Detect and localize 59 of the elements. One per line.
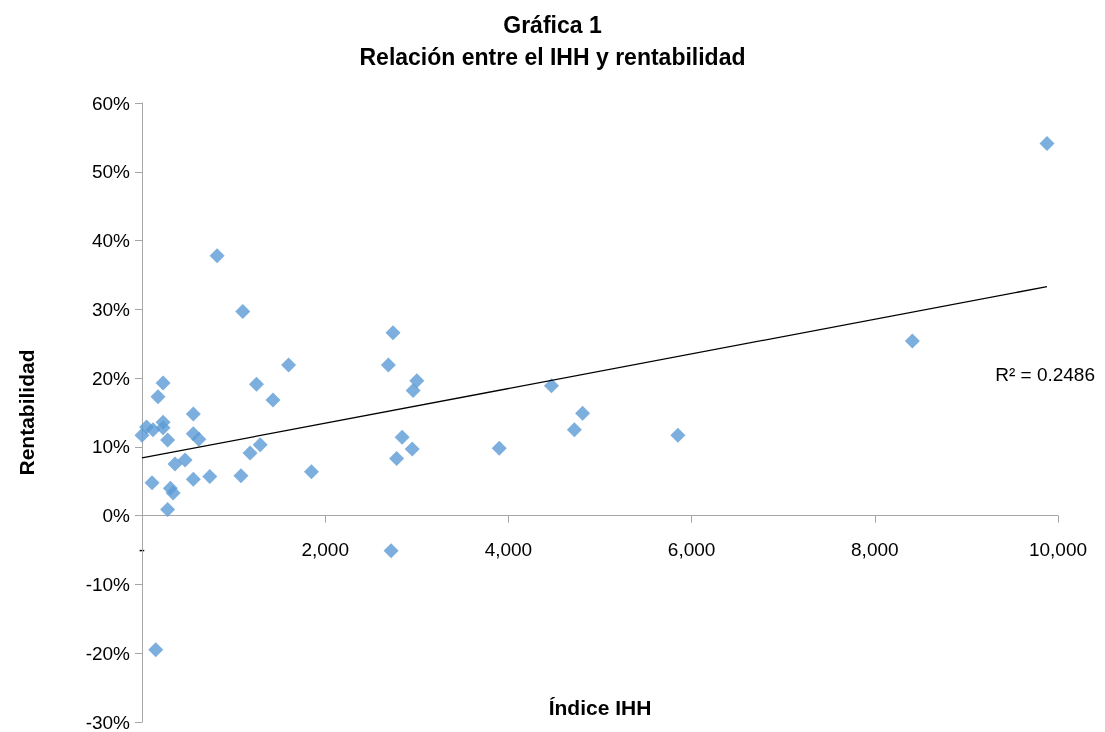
y-tick-label: -20% (85, 642, 131, 664)
point (191, 431, 207, 447)
x-tick-label: 2,000 (301, 538, 349, 560)
x-tick-label: 4,000 (484, 538, 533, 560)
point (575, 405, 591, 421)
point (160, 432, 176, 448)
point (389, 451, 405, 467)
point (185, 406, 201, 422)
x-tick-label: - (138, 538, 146, 560)
y-tick-label: 0% (102, 505, 131, 527)
point (165, 485, 181, 501)
x-tick-label: 8,000 (851, 538, 899, 560)
y-tick-label: -30% (85, 711, 131, 732)
y-tick-label: 40% (91, 230, 131, 252)
point (543, 378, 559, 394)
point (150, 389, 166, 405)
y-tick-label: 60% (91, 92, 131, 114)
point (145, 422, 161, 438)
point (167, 456, 183, 472)
point (409, 373, 425, 389)
point (177, 452, 193, 468)
point (405, 382, 421, 398)
point (566, 422, 582, 438)
point (235, 303, 251, 319)
point (233, 468, 249, 484)
point (670, 427, 686, 443)
y-tick-label: 10% (91, 436, 131, 458)
point (185, 471, 201, 487)
point (242, 445, 258, 461)
point (144, 475, 160, 491)
point (265, 392, 281, 408)
point (303, 464, 319, 480)
chart-title: Gráfica 1 Relación entre el IHH y rentabilidad (359, 12, 746, 70)
point (394, 429, 410, 445)
x-tick-label: 6,000 (667, 538, 716, 560)
point (148, 642, 164, 658)
point (904, 333, 920, 349)
point (155, 375, 171, 391)
point (160, 501, 176, 517)
point (491, 440, 507, 456)
point (385, 325, 401, 341)
x-axis-title: Índice IHH (548, 696, 652, 719)
x-tick-label: 10,000 (1028, 538, 1088, 560)
point (155, 420, 171, 436)
annotation: R² = 0.2486 (995, 364, 1096, 385)
point (404, 441, 420, 457)
y-tick-label: 30% (91, 298, 131, 320)
y-tick-label: 20% (91, 367, 131, 389)
y-tick-label: -10% (85, 573, 131, 595)
point (209, 248, 225, 264)
point (249, 376, 264, 392)
point (281, 357, 297, 373)
point (380, 357, 396, 373)
point (383, 543, 399, 559)
point (202, 468, 218, 484)
y-axis-title: Rentabilidad (15, 349, 38, 476)
y-tick-label: 50% (91, 161, 131, 183)
point (1039, 136, 1055, 152)
point (252, 437, 268, 453)
